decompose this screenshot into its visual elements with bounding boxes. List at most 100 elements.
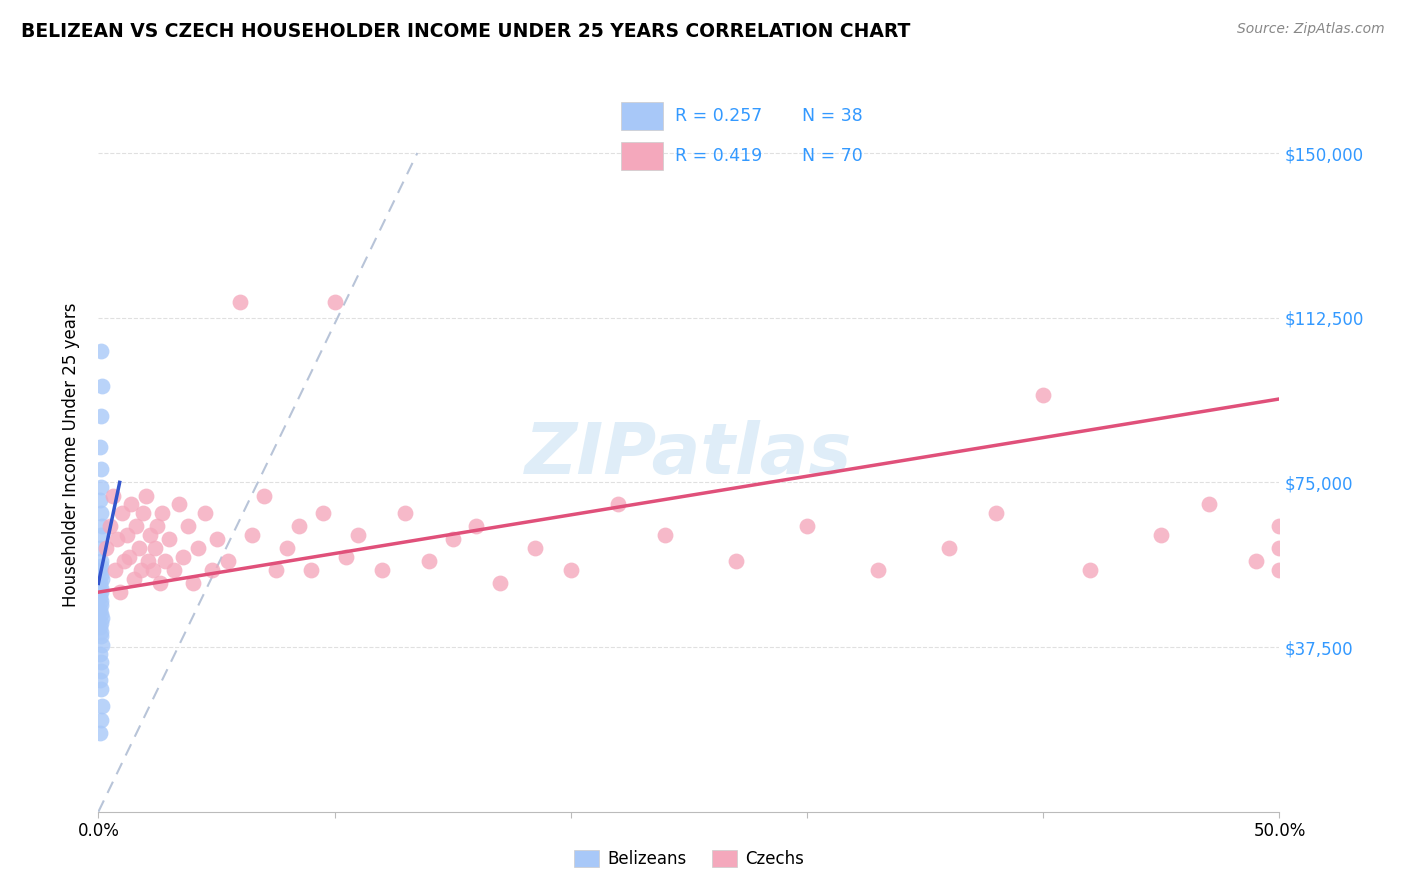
Point	[276, 541, 298, 556]
Point	[201, 563, 224, 577]
Point	[1268, 519, 1291, 533]
Point	[104, 563, 127, 577]
Point	[90, 664, 112, 678]
Text: Source: ZipAtlas.com: Source: ZipAtlas.com	[1237, 22, 1385, 37]
Text: N = 38: N = 38	[801, 107, 863, 125]
Point	[105, 533, 128, 547]
Point	[89, 673, 111, 687]
Point	[90, 528, 112, 542]
Point	[1244, 554, 1267, 568]
Point	[118, 549, 141, 564]
FancyBboxPatch shape	[620, 142, 664, 169]
Point	[167, 497, 190, 511]
Point	[347, 528, 370, 542]
Point	[172, 549, 194, 564]
Point	[122, 572, 145, 586]
Point	[323, 295, 346, 310]
Point	[465, 519, 488, 533]
Point	[89, 563, 111, 577]
Point	[90, 656, 112, 670]
Point	[115, 528, 138, 542]
Y-axis label: Householder Income Under 25 years: Householder Income Under 25 years	[62, 302, 80, 607]
Point	[90, 343, 112, 358]
Point	[181, 576, 204, 591]
Point	[489, 576, 512, 591]
Point	[125, 519, 148, 533]
Point	[90, 506, 112, 520]
Text: BELIZEAN VS CZECH HOUSEHOLDER INCOME UNDER 25 YEARS CORRELATION CHART: BELIZEAN VS CZECH HOUSEHOLDER INCOME UND…	[21, 22, 911, 41]
Point	[1032, 387, 1054, 401]
Point	[1268, 541, 1291, 556]
Point	[654, 528, 676, 542]
Point	[796, 519, 818, 533]
Point	[90, 581, 112, 595]
Point	[240, 528, 263, 542]
Point	[89, 576, 111, 591]
Point	[163, 563, 186, 577]
Text: R = 0.257: R = 0.257	[675, 107, 762, 125]
Point	[89, 541, 111, 556]
Point	[205, 533, 228, 547]
Point	[91, 611, 114, 625]
Point	[143, 541, 166, 556]
Point	[146, 519, 169, 533]
Point	[91, 638, 114, 652]
Text: N = 70: N = 70	[801, 147, 863, 165]
Point	[607, 497, 630, 511]
Point	[89, 603, 111, 617]
Point	[299, 563, 322, 577]
Point	[89, 590, 111, 604]
FancyBboxPatch shape	[620, 103, 664, 130]
Point	[89, 492, 111, 507]
Point	[136, 554, 159, 568]
Point	[111, 506, 134, 520]
Point	[142, 563, 165, 577]
Point	[91, 378, 114, 392]
Point	[98, 519, 121, 533]
Point	[335, 549, 357, 564]
Point	[91, 699, 114, 714]
Point	[1268, 563, 1291, 577]
Point	[217, 554, 239, 568]
Point	[371, 563, 394, 577]
Point	[157, 533, 180, 547]
Point	[139, 528, 162, 542]
Point	[90, 585, 112, 599]
Point	[108, 585, 131, 599]
Point	[312, 506, 335, 520]
Point	[90, 607, 112, 621]
Text: ZIPatlas: ZIPatlas	[526, 420, 852, 490]
Point	[91, 519, 114, 533]
Point	[90, 629, 112, 643]
Point	[394, 506, 416, 520]
Point	[177, 519, 200, 533]
Point	[91, 572, 114, 586]
Point	[866, 563, 889, 577]
Point	[1198, 497, 1220, 511]
Point	[121, 497, 143, 511]
Point	[90, 624, 112, 639]
Point	[90, 409, 112, 424]
Point	[229, 295, 252, 310]
Legend: Belizeans, Czechs: Belizeans, Czechs	[568, 843, 810, 875]
Point	[112, 554, 135, 568]
Point	[90, 681, 112, 696]
Point	[153, 554, 176, 568]
Point	[90, 462, 112, 476]
Point	[560, 563, 582, 577]
Point	[90, 567, 112, 582]
Point	[194, 506, 217, 520]
Point	[938, 541, 960, 556]
Point	[150, 506, 173, 520]
Point	[441, 533, 464, 547]
Point	[90, 480, 112, 494]
Point	[135, 489, 157, 503]
Point	[90, 558, 112, 573]
Point	[128, 541, 150, 556]
Point	[1080, 563, 1102, 577]
Point	[984, 506, 1007, 520]
Point	[129, 563, 152, 577]
Point	[90, 594, 112, 608]
Point	[725, 554, 748, 568]
Point	[89, 647, 111, 661]
